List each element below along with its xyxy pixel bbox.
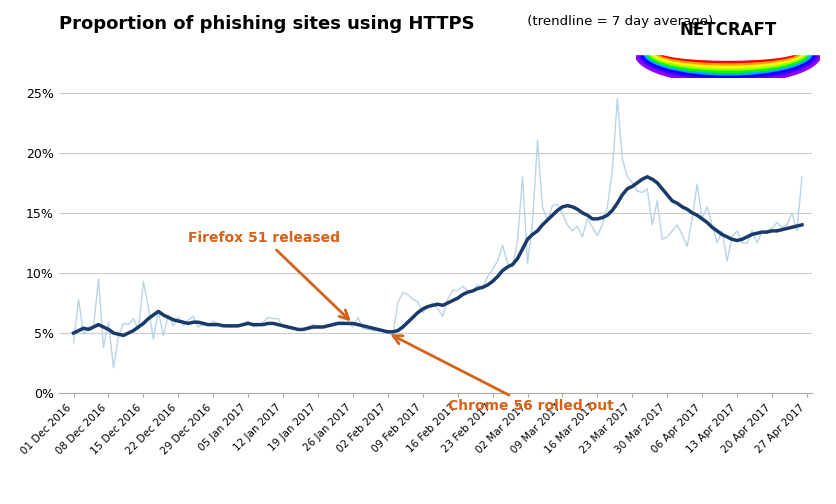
Text: Firefox 51 released: Firefox 51 released — [188, 231, 349, 320]
Text: Chrome 56 rolled out: Chrome 56 rolled out — [393, 336, 613, 413]
Text: NETCRAFT: NETCRAFT — [679, 21, 776, 39]
Text: (trendline = 7 day average): (trendline = 7 day average) — [522, 15, 712, 28]
Bar — [635, 5, 819, 53]
Text: Proportion of phishing sites using HTTPS: Proportion of phishing sites using HTTPS — [59, 15, 474, 33]
